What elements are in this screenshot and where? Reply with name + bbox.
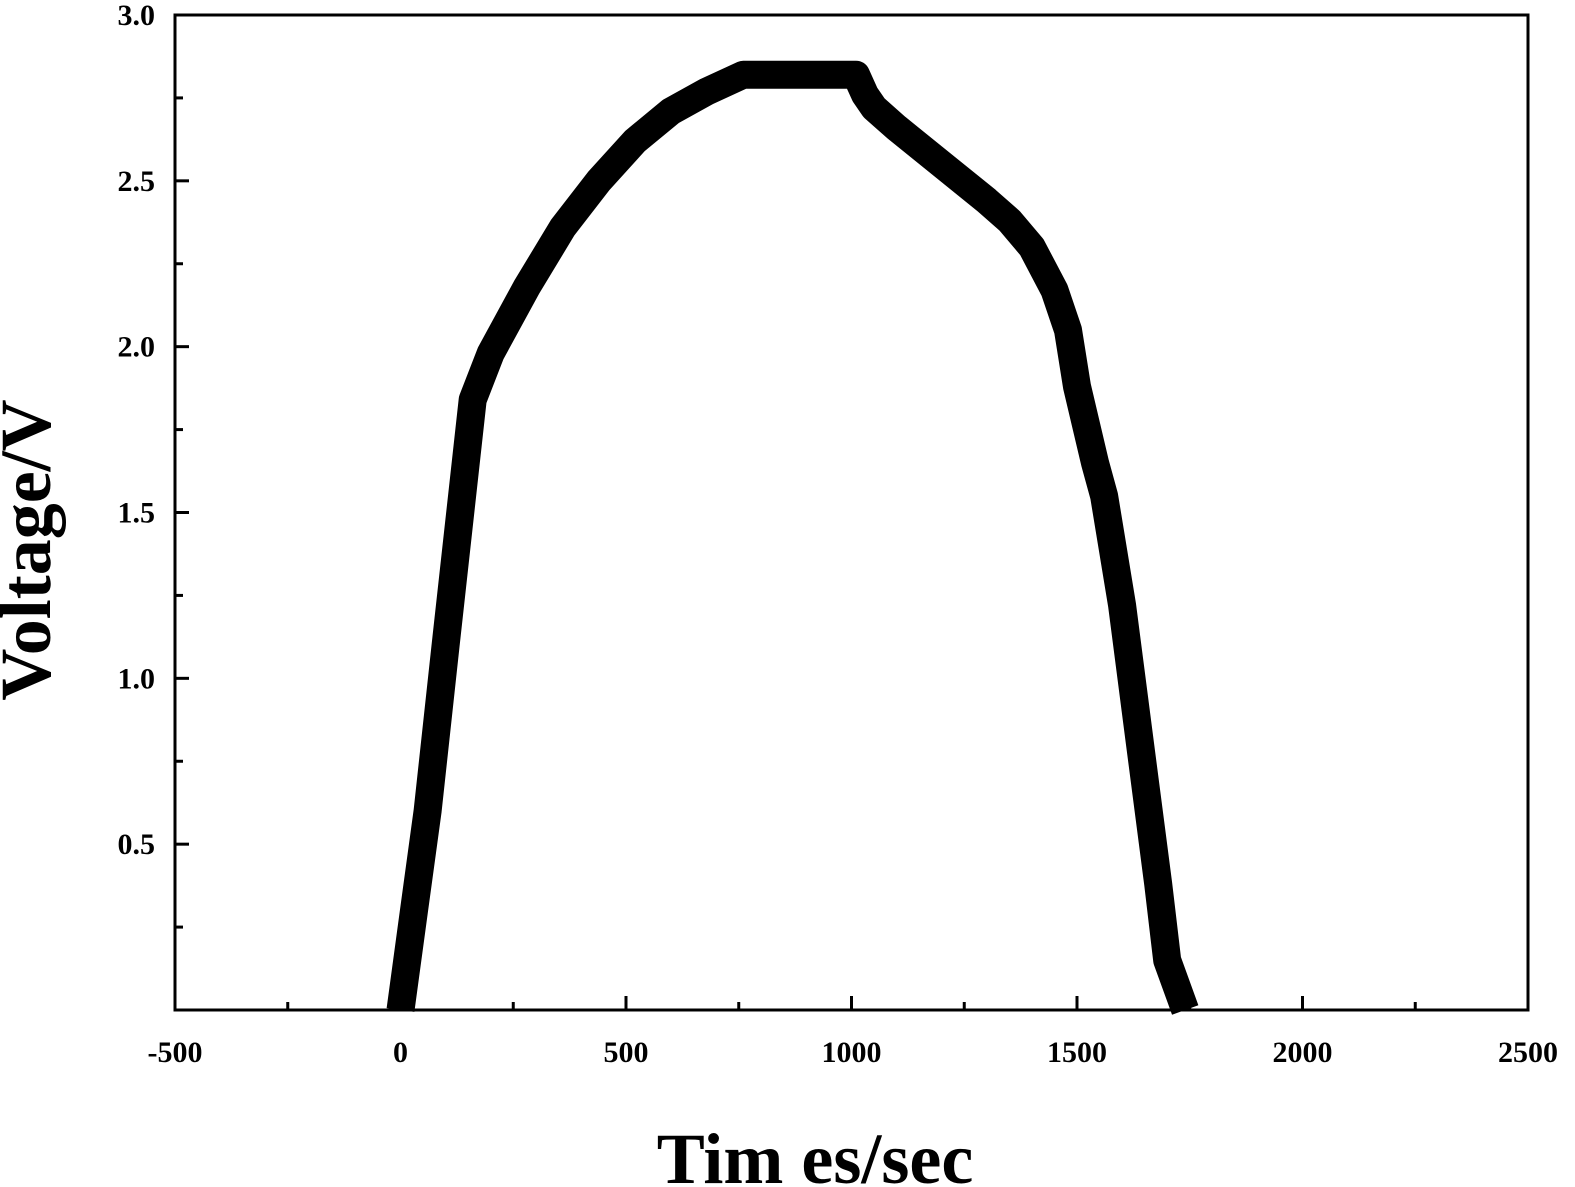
x-tick-label: 2500 [1498,1036,1558,1069]
y-tick-label: 3.0 [118,0,156,32]
x-tick-label: 500 [604,1036,649,1069]
y-tick-label: 2.0 [118,331,156,364]
x-axis-title: Tim es/sec [657,1119,974,1187]
y-tick-label: 2.5 [118,165,156,198]
y-tick-label: 0.5 [118,828,156,861]
axis-ticks [173,13,1530,1010]
y-tick-label: 1.5 [118,497,156,530]
x-tick-label: -500 [148,1036,203,1069]
data-series [386,60,1199,1015]
x-tick-label: 1000 [822,1036,882,1069]
y-axis-title: Voltage/V [0,399,66,700]
x-tick-label: 0 [393,1036,408,1069]
x-tick-label: 2000 [1273,1036,1333,1069]
axis-tick-labels: -500 0 500 1000 1500 2000 2500 0.5 1.0 1.5 2.0 2.5 3… [118,0,1559,1069]
plot-frame [173,13,1530,1012]
y-tick-label: 1.0 [118,662,156,695]
voltage-series-line [386,60,1199,1015]
x-tick-label: 1500 [1047,1036,1107,1069]
